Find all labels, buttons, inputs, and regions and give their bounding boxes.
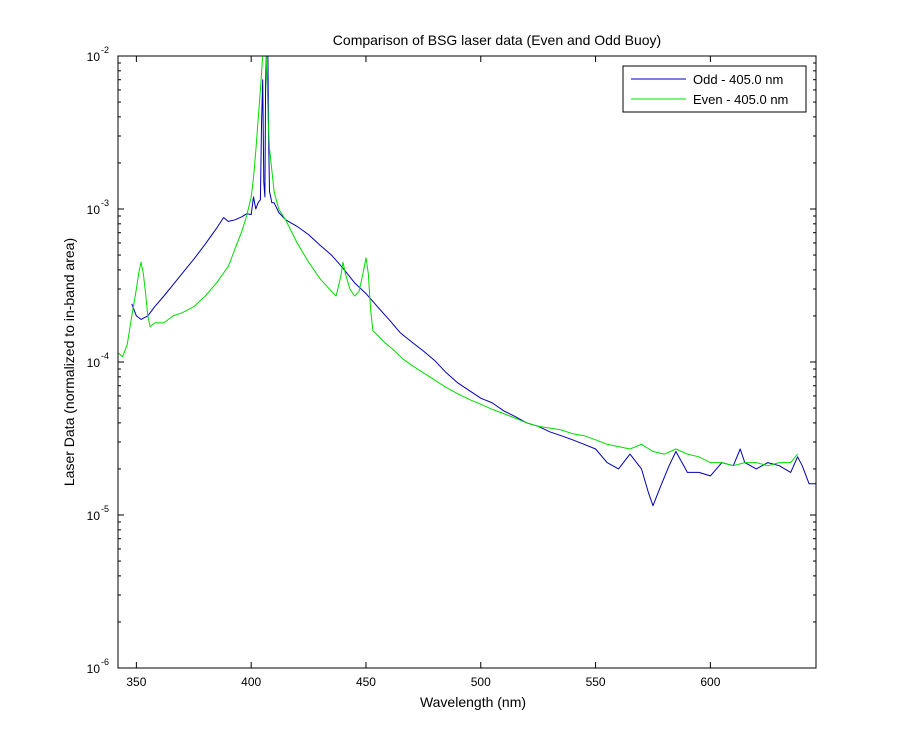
y-tick-label: 10 — [87, 356, 101, 370]
y-tick-exponent: -2 — [101, 45, 109, 55]
y-tick-exponent: -5 — [101, 504, 109, 514]
y-axis-label: Laser Data (normalized to in-band area) — [61, 238, 77, 486]
y-tick-exponent: -6 — [101, 657, 109, 667]
legend-label: Odd - 405.0 nm — [693, 72, 783, 87]
legend-label: Even - 405.0 nm — [693, 92, 788, 107]
legend: Odd - 405.0 nm Even - 405.0 nm — [622, 65, 807, 113]
x-tick-label: 500 — [471, 675, 491, 689]
x-tick-label: 600 — [700, 675, 720, 689]
x-tick-label: 550 — [586, 675, 606, 689]
series-layer — [118, 56, 816, 507]
series-line-even — [118, 56, 798, 467]
x-tick-label: 450 — [356, 675, 376, 689]
y-axis: 10-610-510-410-310-2 — [87, 45, 816, 676]
legend-box — [622, 65, 807, 113]
y-tick-label: 10 — [87, 50, 101, 64]
plot-background — [118, 56, 816, 668]
x-axis: 350 400 450 500 550 600 — [126, 56, 721, 689]
x-tick-label: 350 — [126, 675, 146, 689]
series-line-odd — [131, 56, 816, 507]
y-tick-label: 10 — [87, 509, 101, 523]
x-axis-label: Wavelength (nm) — [420, 694, 526, 710]
y-tick-label: 10 — [87, 662, 101, 676]
plot-area — [118, 56, 816, 668]
x-tick-label: 400 — [241, 675, 261, 689]
y-tick-exponent: -4 — [101, 351, 109, 361]
y-tick-label: 10 — [87, 203, 101, 217]
chart-title: Comparison of BSG laser data (Even and O… — [333, 32, 661, 48]
y-tick-exponent: -3 — [101, 198, 109, 208]
